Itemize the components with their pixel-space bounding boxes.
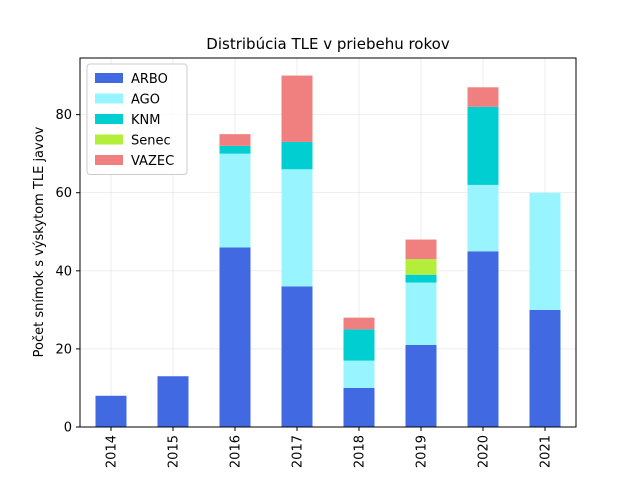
bar-knm-2020	[467, 106, 499, 185]
x-tick-label: 2017	[291, 435, 306, 468]
legend-swatch-knm	[95, 114, 123, 124]
bar-vazec-2017	[281, 75, 313, 142]
legend-swatch-arbo	[95, 73, 123, 83]
plot-frame	[79, 57, 577, 428]
legend-label-ago: AGO	[131, 93, 160, 108]
y-tick-label: 40	[55, 264, 72, 279]
x-tick-label: 2016	[229, 435, 244, 468]
y-axis-label: Počet snímok s výskytom TLE javov	[32, 126, 47, 357]
bar-ago-2017	[281, 169, 313, 287]
bar-vazec-2016	[219, 134, 251, 146]
y-tick-label: 20	[55, 342, 72, 357]
bar-arbo-2020	[467, 251, 499, 427]
bar-knm-2017	[281, 141, 313, 170]
legend-swatch-ago	[95, 93, 123, 104]
bar-arbo-2014	[95, 395, 127, 427]
axes: 0 20 40 60 80 2014 2015 2016 2017 2018 2019 2020 202…	[55, 57, 577, 468]
bar-vazec-2018	[343, 317, 375, 330]
y-tick-label: 80	[55, 108, 72, 123]
bar-vazec-2019	[405, 239, 437, 260]
bar-ago-2019	[405, 282, 437, 345]
legend-label-arbo: ARBO	[131, 72, 168, 87]
bar-ago-2016	[219, 153, 251, 248]
bars	[95, 75, 561, 427]
legend-label-senec: Senec	[131, 134, 171, 149]
bar-arbo-2019	[405, 345, 437, 427]
x-tick-label: 2020	[477, 435, 492, 468]
y-tick-label: 60	[55, 186, 72, 201]
legend-box	[86, 63, 188, 175]
bar-senec-2019	[405, 259, 437, 275]
bar-ago-2018	[343, 360, 375, 388]
chart-title: Distribúcia TLE v priebehu rokov	[206, 35, 450, 53]
legend-label-vazec: VAZEC	[131, 154, 174, 169]
x-tick-label: 2021	[539, 435, 554, 468]
legend: ARBO AGO KNM Senec VAZEC	[86, 63, 188, 175]
legend-swatch-senec	[95, 134, 123, 145]
bar-arbo-2016	[219, 247, 251, 427]
bar-arbo-2018	[343, 387, 375, 427]
bar-arbo-2015	[157, 376, 189, 427]
legend-label-knm: KNM	[131, 113, 160, 128]
legend-swatch-vazec	[95, 155, 123, 165]
bar-arbo-2021	[529, 309, 561, 427]
x-tick-label: 2015	[167, 435, 182, 468]
bar-vazec-2020	[467, 87, 499, 107]
bar-ago-2020	[467, 184, 499, 252]
bar-knm-2018	[343, 329, 375, 361]
y-tick-label: 0	[64, 421, 72, 436]
bar-knm-2019	[405, 274, 437, 283]
bar-knm-2016	[219, 145, 251, 154]
bar-arbo-2017	[281, 286, 313, 427]
x-tick-label: 2014	[105, 435, 120, 468]
x-tick-label: 2019	[415, 435, 430, 468]
bar-ago-2021	[529, 192, 561, 310]
x-tick-label: 2018	[353, 435, 368, 468]
